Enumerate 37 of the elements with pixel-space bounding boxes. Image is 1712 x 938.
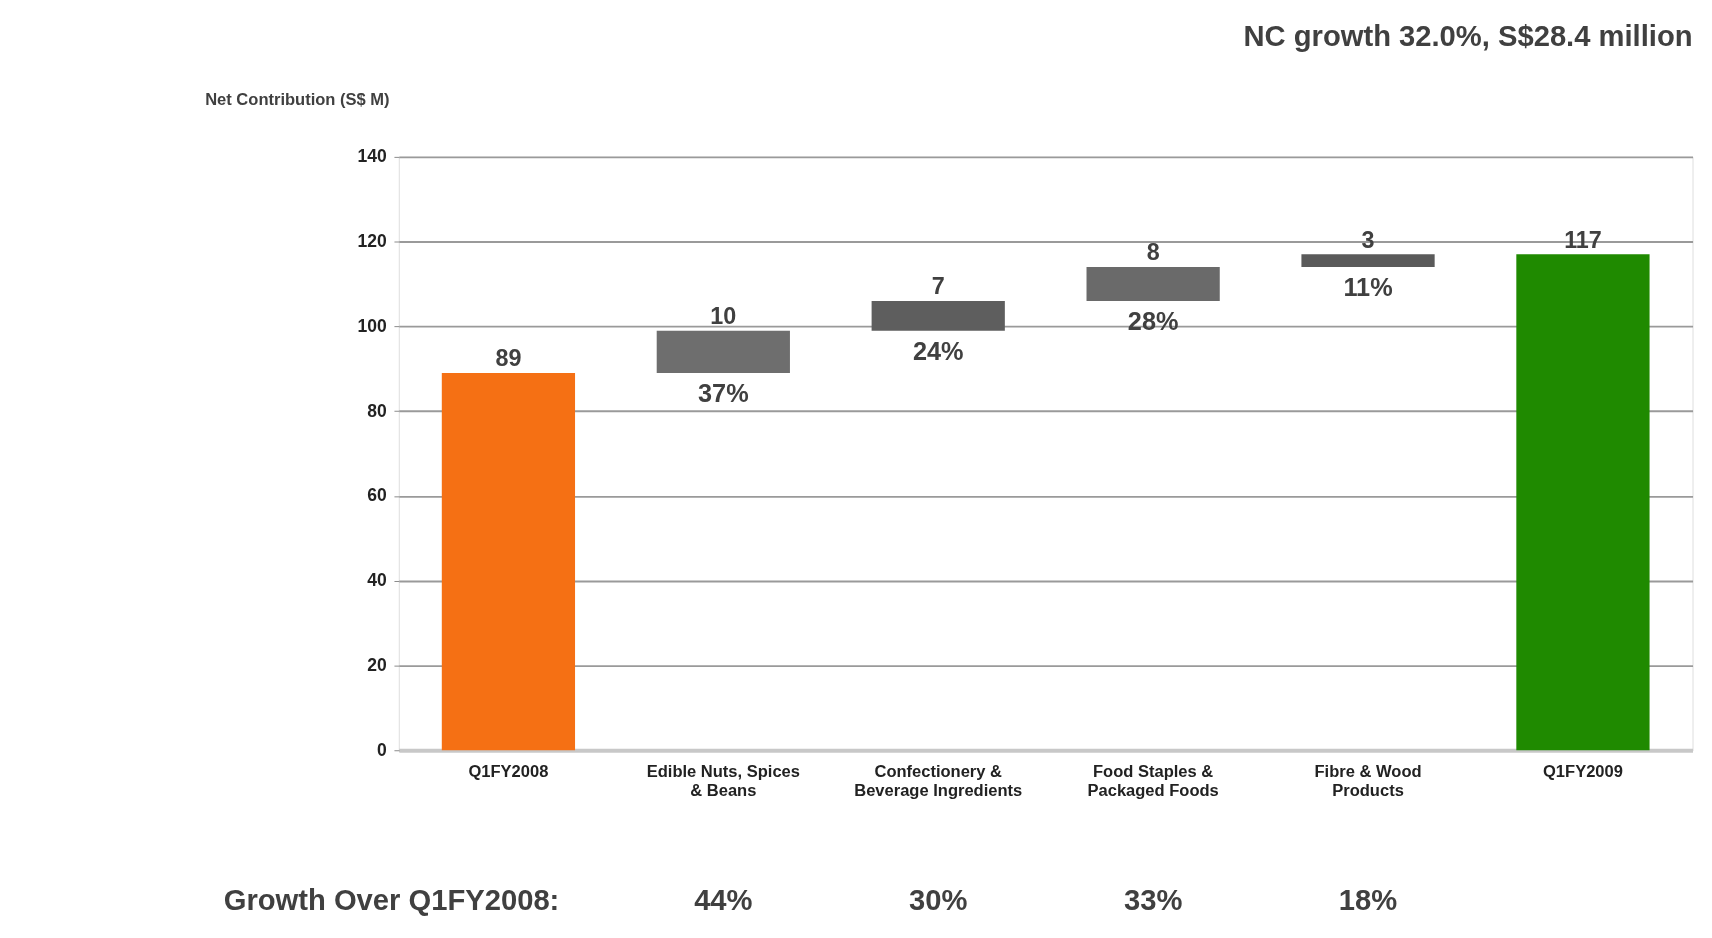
y-tick-label: 140 xyxy=(357,146,387,167)
chart-title: NC growth 32.0%, S$28.4 million xyxy=(1243,20,1693,52)
x-tick-label: Confectionery & Beverage Ingredients xyxy=(854,762,1023,801)
data-label: 8 xyxy=(1146,239,1160,266)
y-tick-label: 80 xyxy=(367,400,387,421)
bar xyxy=(1516,254,1650,751)
y-tick-label: 20 xyxy=(367,654,387,675)
x-tick-label: Fibre & Wood Products xyxy=(1314,762,1422,801)
annotation: 28% xyxy=(1127,307,1179,336)
y-tick-label: 40 xyxy=(367,570,387,591)
x-tick-label: Q1FY2009 xyxy=(1543,762,1623,781)
x-tick-label: Edible Nuts, Spices & Beans xyxy=(646,762,800,801)
y-axis-title: Net Contribution (S$ M) xyxy=(205,89,390,109)
text: 30% xyxy=(909,883,968,916)
data-label: 3 xyxy=(1361,226,1375,253)
bar xyxy=(1301,254,1435,268)
x-tick-label: Food Staples & Packaged Foods xyxy=(1087,762,1219,801)
data-label: 117 xyxy=(1564,226,1602,253)
y-tick-label: 60 xyxy=(367,485,387,506)
annotation: 11% xyxy=(1343,273,1393,302)
annotation: 24% xyxy=(912,336,964,365)
x-tick-label: Q1FY2008 xyxy=(468,762,549,781)
text: Growth Over Q1FY2008: xyxy=(223,883,560,916)
y-tick-label: 100 xyxy=(357,315,387,336)
bar xyxy=(656,330,790,374)
bar xyxy=(1086,267,1220,301)
data-label: 10 xyxy=(710,302,737,329)
data-label: 89 xyxy=(495,345,522,372)
y-tick-label: 0 xyxy=(376,739,387,760)
bar xyxy=(441,373,576,751)
text: 18% xyxy=(1338,883,1398,916)
annotation: 37% xyxy=(698,379,749,408)
data-label: 7 xyxy=(931,273,945,300)
text: 44% xyxy=(694,883,753,916)
bar xyxy=(871,300,1005,331)
y-tick-label: 120 xyxy=(357,231,387,252)
text: 33% xyxy=(1123,883,1183,916)
